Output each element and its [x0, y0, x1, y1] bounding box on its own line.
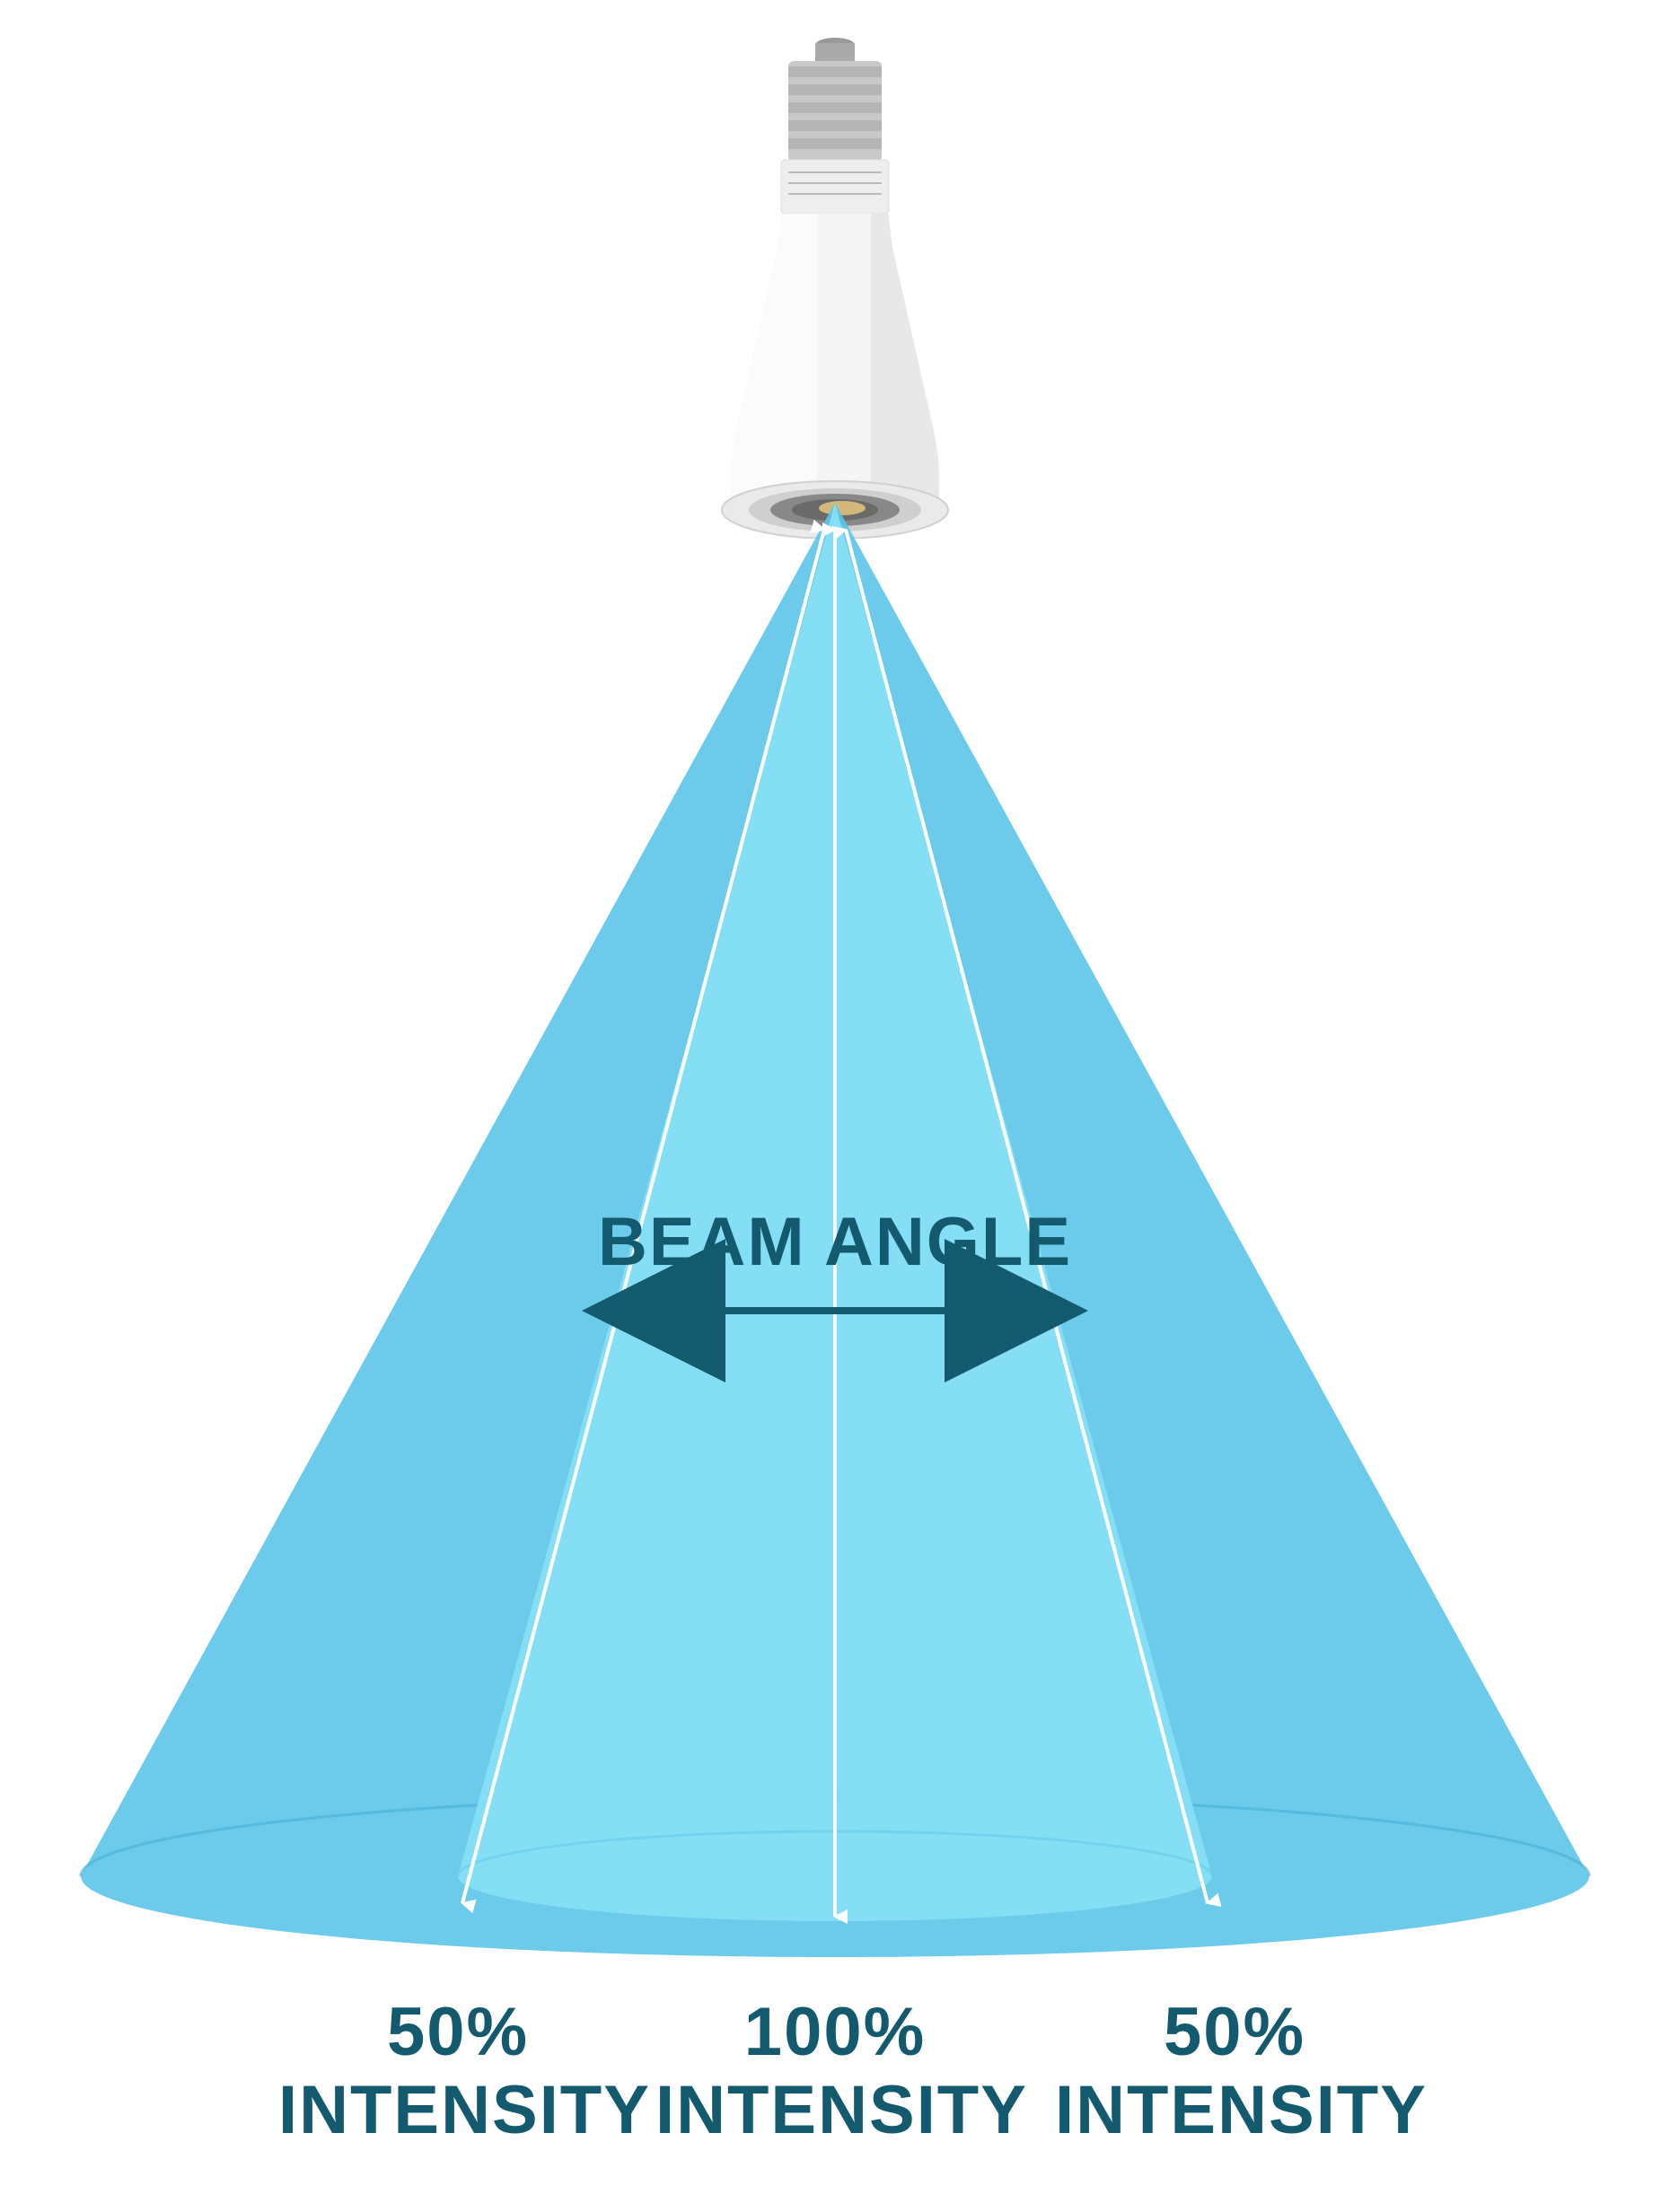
intensity-right-word: INTENSITY — [1055, 2072, 1428, 2148]
screw-base-icon — [788, 61, 882, 162]
light-bulb — [691, 36, 979, 539]
intensity-right-label: 50% INTENSITY — [1055, 1993, 1414, 2150]
beam-angle-label: BEAM ANGLE — [598, 1203, 1072, 1281]
intensity-center-label: 100% INTENSITY — [655, 1993, 1015, 2150]
intensity-left-percent: 50% — [387, 1994, 529, 2070]
bulb-body — [731, 214, 939, 521]
intensity-center-percent: 100% — [744, 1994, 926, 2070]
intensity-left-label: 50% INTENSITY — [278, 1993, 637, 2150]
intensity-left-word: INTENSITY — [278, 2072, 651, 2148]
beam-angle-diagram: BEAM ANGLE 50% INTENSITY 100% INTENSITY … — [0, 0, 1670, 2212]
intensity-center-word: INTENSITY — [655, 2072, 1028, 2148]
intensity-right-percent: 50% — [1164, 1994, 1305, 2070]
